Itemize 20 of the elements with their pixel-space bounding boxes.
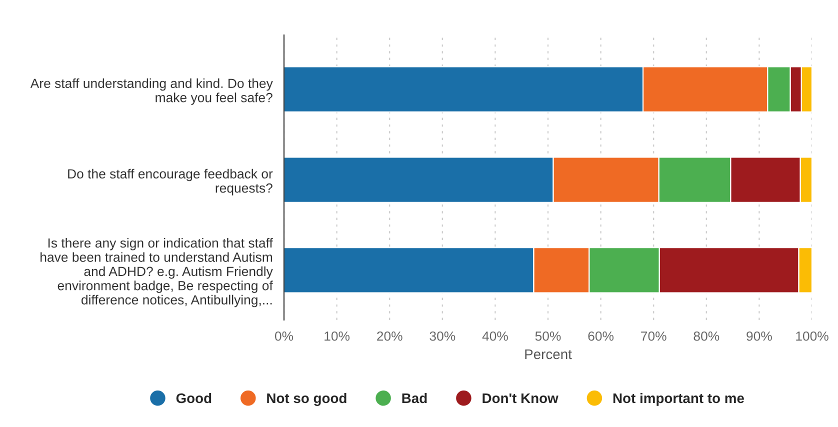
legend-label: Bad (402, 392, 427, 404)
x-tick-label: 0% (274, 331, 294, 341)
x-tick-label: 80% (694, 331, 720, 341)
legend-label: Don't Know (482, 393, 558, 404)
legend-label: Not important to me (613, 392, 744, 406)
legend-label: Good (176, 392, 212, 404)
legend-label: Not so good (267, 392, 346, 406)
x-tick-label: 10% (324, 331, 350, 341)
x-axis-title: Percent (525, 349, 572, 360)
x-tick-label: 40% (482, 331, 508, 341)
x-tick-label: 90% (746, 331, 772, 341)
x-tick-label: 100% (796, 331, 828, 341)
x-tick-label: 50% (535, 331, 561, 341)
x-tick-label: 30% (430, 331, 456, 341)
x-tick-label: 20% (377, 331, 402, 341)
y-tick-label: Are staff understanding and kind. Do they make you feel safe? (30, 78, 273, 105)
y-tick-label: Do the staff encourage feedback or requests? (68, 168, 273, 196)
y-tick-label: Is there any sign or indication that staff have been trained to understand Autism and ADHD? e.g. Autism Friendly environment badge, Be respecting of difference notices, Antibullying,... (40, 238, 273, 308)
x-tick-label: 60% (588, 331, 614, 341)
x-tick-label: 70% (641, 331, 666, 341)
